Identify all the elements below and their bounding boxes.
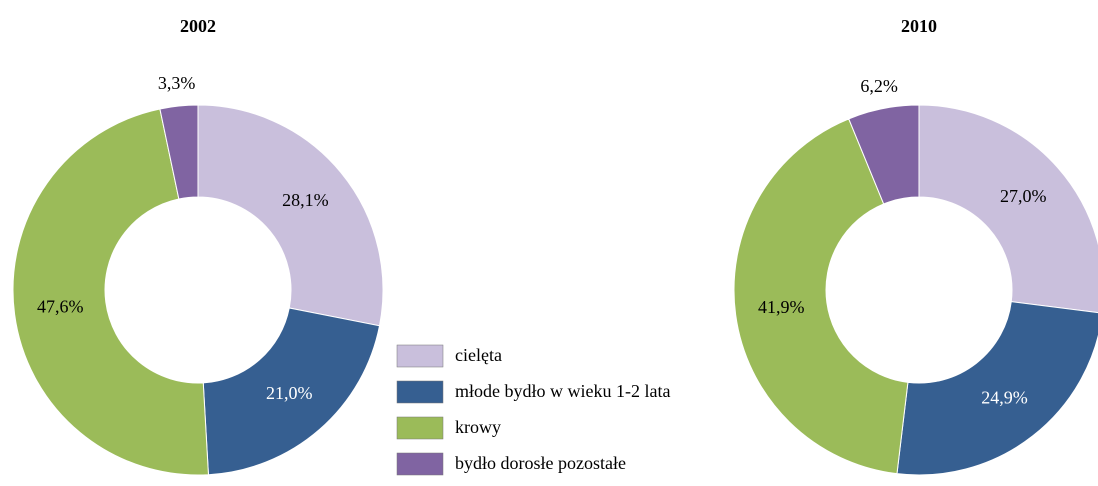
data-label: 27,0% (1000, 186, 1047, 206)
data-label: 3,3% (158, 73, 196, 93)
legend-swatch (396, 452, 444, 476)
data-label: 24,9% (981, 388, 1028, 408)
data-label: 28,1% (282, 190, 329, 210)
donut-slice (202, 307, 381, 476)
data-label: 6,2% (860, 76, 898, 96)
donut-slice (848, 104, 920, 205)
chart-title: 2002 (180, 16, 216, 36)
donut-slice (896, 301, 1098, 476)
legend-label: bydło dorosłe pozostałe (455, 453, 626, 473)
legend-label: cielęta (455, 345, 502, 365)
donut-slice (918, 104, 1098, 314)
legend-swatch (396, 344, 444, 368)
donut-slice (733, 118, 909, 475)
donut-slice (197, 104, 384, 327)
data-label: 21,0% (266, 383, 313, 403)
legend-label: młode bydło w wieku 1-2 lata (455, 381, 670, 401)
legend-swatch (396, 380, 444, 404)
legend-swatch (396, 416, 444, 440)
chart-title: 2010 (901, 16, 937, 36)
data-label: 47,6% (37, 296, 84, 316)
data-label: 41,9% (758, 297, 805, 317)
legend-label: krowy (455, 417, 501, 437)
donut-slice (159, 104, 199, 200)
donut-slice (12, 108, 209, 476)
